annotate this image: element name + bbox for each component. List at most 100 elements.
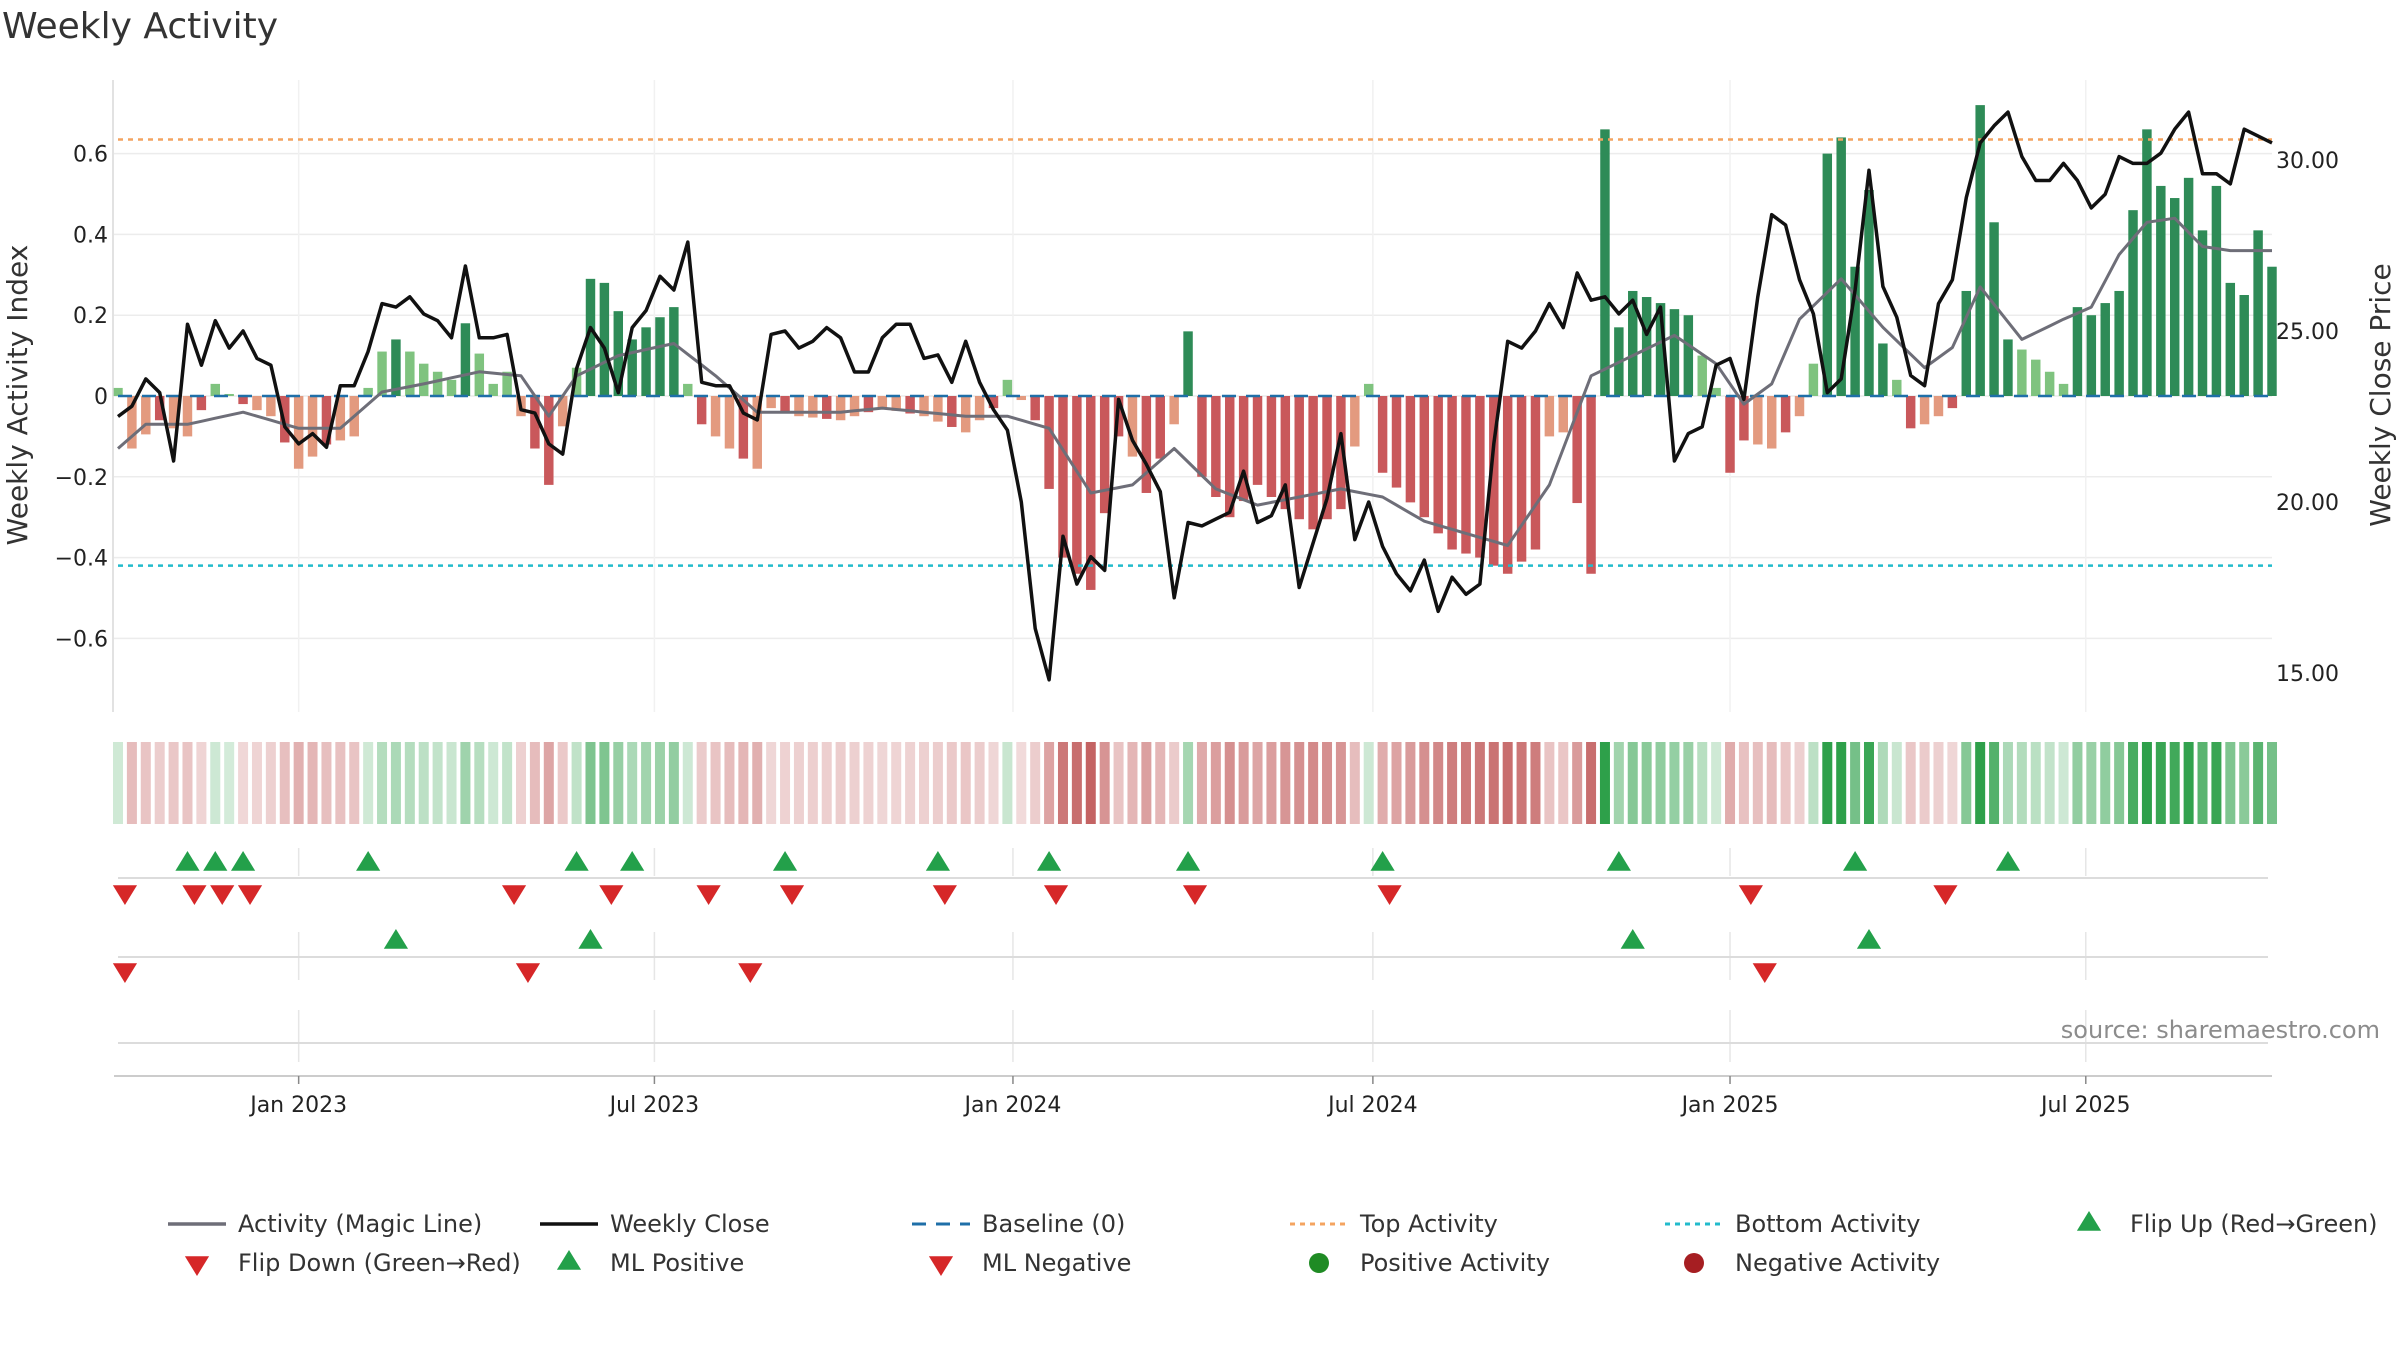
activity-bar	[1933, 396, 1944, 417]
activity-bar	[1127, 396, 1138, 457]
activity-bar	[1502, 396, 1513, 574]
ml-negative-marker	[112, 963, 138, 983]
activity-bar	[1391, 396, 1402, 488]
heat-cell	[1502, 742, 1513, 824]
heat-cell	[891, 742, 902, 824]
activity-bar	[849, 396, 860, 417]
heat-cell	[488, 742, 499, 824]
heat-cell	[1433, 742, 1444, 824]
heat-cell	[182, 742, 193, 824]
heat-cell	[710, 742, 721, 824]
activity-bar	[2031, 359, 2041, 396]
activity-bar	[335, 396, 346, 441]
heat-cell	[1558, 742, 1569, 824]
y2-tick-label: 20.00	[2276, 491, 2339, 516]
heat-cell	[2225, 742, 2236, 824]
activity-bar	[557, 396, 568, 427]
activity-bar	[988, 396, 999, 409]
heat-cell	[390, 742, 401, 824]
heat-cell	[1891, 742, 1902, 824]
heat-cell	[1919, 742, 1930, 824]
heat-cell	[2141, 742, 2152, 824]
activity-bar	[627, 339, 637, 396]
activity-bar	[933, 396, 943, 422]
heat-cell	[446, 742, 457, 824]
activity-bar	[2114, 290, 2124, 396]
activity-bar	[405, 351, 415, 396]
heat-cell	[1572, 742, 1583, 824]
heat-cell	[1141, 742, 1152, 824]
flip-down-marker	[1182, 885, 1208, 905]
flip-down-marker	[1738, 885, 1763, 905]
activity-bar	[2267, 266, 2277, 396]
x-tick-label: Jul 2023	[608, 1093, 700, 1118]
activity-bar	[182, 396, 193, 437]
activity-bar	[1697, 355, 1707, 396]
weekly-close-line	[116, 110, 2273, 682]
activity-bar	[835, 396, 846, 421]
heat-cell	[529, 742, 540, 824]
activity-bar	[1322, 396, 1332, 520]
activity-bar	[1489, 396, 1499, 566]
activity-bar	[1878, 343, 1888, 396]
activity-bar	[1892, 379, 1902, 396]
heat-cell	[1863, 742, 1874, 824]
ml-positive-marker	[383, 929, 409, 949]
activity-bar	[127, 396, 137, 449]
activity-bar	[1794, 396, 1805, 417]
legend-label: Flip Down (Green→Red)	[238, 1249, 521, 1277]
heat-cell	[1850, 742, 1861, 824]
activity-bar	[474, 353, 485, 396]
activity-bar	[1225, 396, 1235, 518]
flip-up-marker	[564, 851, 589, 871]
activity-bar	[738, 396, 749, 459]
heat-cell	[1030, 742, 1041, 824]
heat-cell	[585, 742, 596, 824]
heat-cell	[516, 742, 527, 824]
activity-bar	[321, 396, 332, 445]
activity-bar	[710, 396, 721, 437]
heat-cell	[1113, 742, 1124, 824]
ml-positive-marker	[1856, 929, 1882, 949]
y2-tick-label: 15.00	[2276, 662, 2339, 687]
activity-bar	[1600, 129, 1610, 397]
flip-up-marker	[203, 851, 228, 871]
activity-heat-strip	[112, 742, 2278, 824]
activity-bar	[780, 396, 790, 413]
activity-bar	[1836, 137, 1846, 396]
heat-cell	[571, 742, 582, 824]
heat-cell	[2058, 742, 2069, 824]
flip-up-marker	[1995, 851, 2021, 871]
flip-down-marker	[210, 885, 235, 905]
activity-bar	[1294, 396, 1304, 520]
activity-bar	[168, 396, 179, 429]
heat-cell	[210, 742, 221, 824]
heat-cell	[279, 742, 290, 824]
x-axis: Jan 2023 Jul 2023 Jan 2024 Jul 2024 Jan 2025…	[114, 1075, 2272, 1118]
activity-bar	[1183, 331, 1193, 396]
y-tick-label: 0.2	[73, 304, 108, 329]
activity-bar	[1739, 396, 1749, 441]
heat-cell	[1294, 742, 1305, 824]
x-tick-label: Jul 2024	[1326, 1093, 1418, 1118]
activity-bar	[1766, 396, 1777, 449]
activity-bar	[1822, 153, 1833, 396]
activity-bar	[669, 307, 679, 396]
heat-cell	[1460, 742, 1471, 824]
heat-cell	[696, 742, 707, 824]
y-tick-label: −0.4	[55, 547, 108, 572]
heat-cell	[1252, 742, 1263, 824]
chart-title: Weekly Activity	[2, 6, 279, 47]
activity-bar	[419, 363, 429, 396]
activity-bar	[502, 371, 512, 396]
heat-cell	[1627, 742, 1638, 824]
heat-cell	[960, 742, 971, 824]
heat-cell	[1655, 742, 1666, 824]
activity-bar	[1919, 396, 1930, 425]
legend-label: Activity (Magic Line)	[238, 1210, 482, 1238]
flip-up-marker	[1370, 851, 1395, 871]
heat-cell	[1669, 742, 1680, 824]
activity-bar	[1975, 105, 1985, 397]
activity-bar	[1266, 396, 1277, 497]
heat-cell	[2253, 742, 2264, 824]
